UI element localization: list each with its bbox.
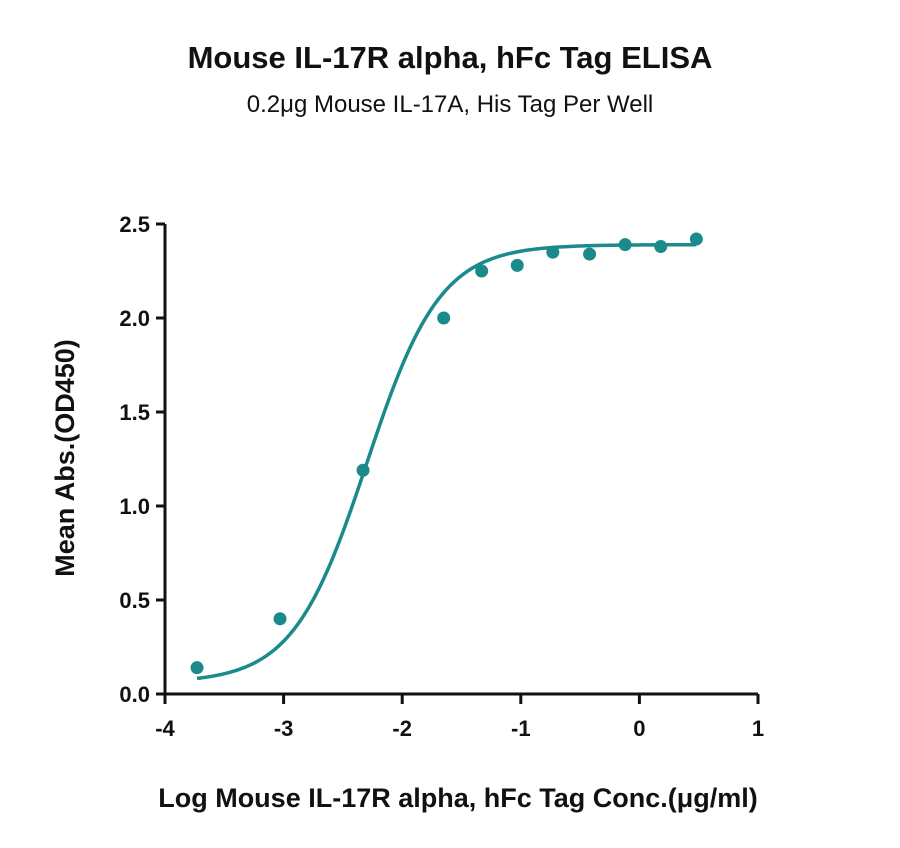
data-points — [190, 232, 703, 675]
data-point — [475, 264, 489, 278]
data-point — [689, 232, 703, 246]
x-axis: -4 -3 -2 -1 0 1 — [155, 692, 764, 741]
y-tick-label: 2.0 — [119, 306, 150, 331]
y-axis-title: Mean Abs.(OD450) — [50, 339, 80, 577]
y-tick-label: 1.0 — [119, 494, 150, 519]
fit-curve-line — [196, 242, 697, 681]
data-point — [356, 463, 370, 477]
x-tick-label: 0 — [633, 716, 645, 741]
x-tick-label: -2 — [392, 716, 412, 741]
chart-title: Mouse IL-17R alpha, hFc Tag ELISA — [187, 40, 713, 75]
y-tick-label: 2.5 — [119, 212, 150, 237]
x-tick-label: -3 — [274, 716, 294, 741]
data-point — [618, 238, 632, 252]
x-tick-label: 1 — [752, 716, 764, 741]
y-tick-label: 1.5 — [119, 400, 150, 425]
data-point — [273, 612, 287, 626]
data-point — [437, 311, 451, 325]
data-point — [654, 240, 668, 254]
data-point — [583, 247, 597, 261]
x-axis-title: Log Mouse IL-17R alpha, hFc Tag Conc.(μg… — [158, 783, 758, 813]
chart-subtitle: 0.2μg Mouse IL-17A, His Tag Per Well — [246, 91, 654, 118]
y-axis: 0.0 0.5 1.0 1.5 2.0 2.5 — [119, 212, 167, 707]
y-tick-label: 0.5 — [119, 588, 150, 613]
x-tick-label: -4 — [155, 716, 175, 741]
data-point — [546, 245, 560, 259]
x-tick-label: -1 — [511, 716, 531, 741]
data-point — [510, 258, 524, 272]
data-point — [190, 661, 204, 675]
y-tick-label: 0.0 — [119, 682, 150, 707]
